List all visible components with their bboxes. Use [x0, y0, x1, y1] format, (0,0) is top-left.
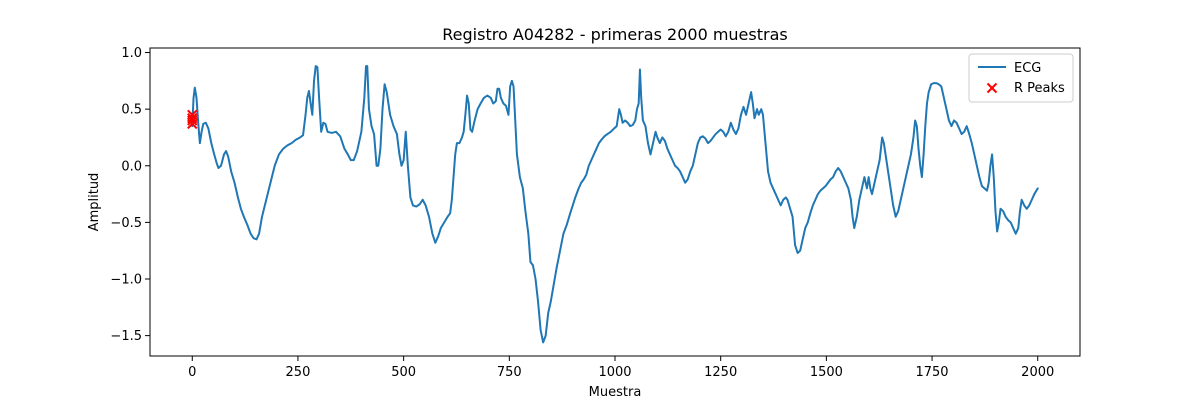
- x-tick-label: 2000: [1021, 365, 1054, 380]
- y-tick-label: 0.5: [121, 103, 142, 118]
- x-tick-label: 1500: [810, 365, 843, 380]
- legend-ecg-label: ECG: [1014, 61, 1041, 76]
- chart-title: Registro A04282 - primeras 2000 muestras: [442, 25, 787, 44]
- y-tick-label: 1.0: [121, 46, 142, 61]
- x-tick-label: 250: [286, 365, 311, 380]
- r-peak-marker: [187, 112, 198, 124]
- x-tick-label: 750: [497, 365, 522, 380]
- y-tick-label: −0.5: [110, 216, 142, 231]
- x-tick-label: 1000: [598, 365, 631, 380]
- r-peak-marker: [187, 109, 198, 121]
- y-tick-label: −1.5: [110, 329, 142, 344]
- y-axis-ticks: −1.5 −1.0 −0.5 0.0 0.5 1.0: [110, 46, 150, 344]
- axes-border: [149, 47, 1081, 357]
- ecg-series-line: [191, 65, 1039, 344]
- legend: ECG R Peaks: [968, 53, 1074, 103]
- legend-r-peaks-marker: [986, 82, 998, 94]
- axes-frame: [149, 47, 1081, 357]
- legend-r-peaks-label: R Peaks: [1014, 81, 1065, 96]
- x-tick-label: 500: [391, 365, 416, 380]
- x-tick-label: 0: [188, 365, 196, 380]
- x-tick-label: 1250: [704, 365, 737, 380]
- y-tick-label: 0.0: [121, 159, 142, 174]
- x-axis-ticks: 0 250 500 750 1000 1250 1500 1750 2000: [188, 356, 1054, 380]
- x-tick-label: 1750: [915, 365, 948, 380]
- y-axis-label: Amplitud: [87, 173, 102, 232]
- plot-area: [187, 65, 1039, 344]
- y-tick-label: −1.0: [110, 273, 142, 288]
- x-axis-label: Muestra: [589, 385, 642, 400]
